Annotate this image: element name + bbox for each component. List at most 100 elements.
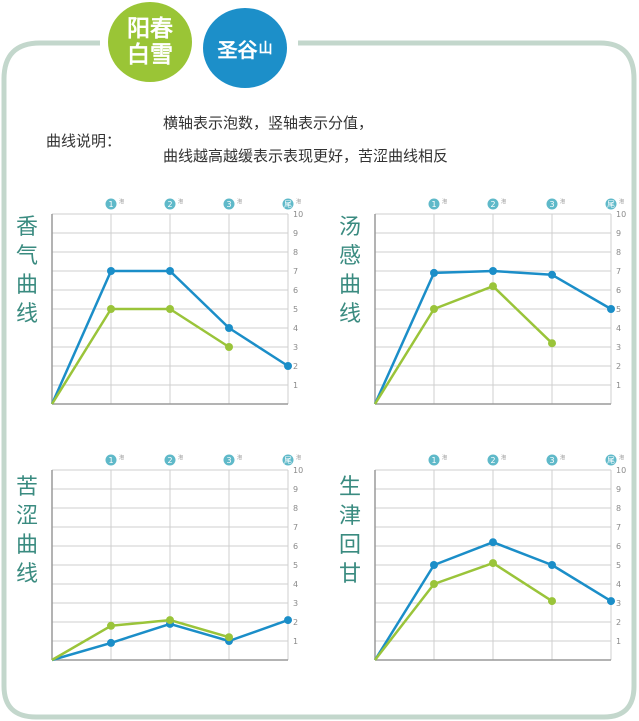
x-tick-label: 尾 bbox=[284, 200, 292, 209]
data-point-blue bbox=[166, 267, 174, 275]
y-tick-label: 8 bbox=[293, 248, 298, 257]
y-tick-label: 10 bbox=[293, 466, 303, 475]
y-tick-label: 4 bbox=[616, 580, 621, 589]
badge-left-line-1: 阳春 bbox=[127, 16, 173, 42]
data-point-green bbox=[430, 580, 438, 588]
x-tick-suffix: 泡 bbox=[442, 454, 447, 461]
x-tick-marker bbox=[487, 454, 499, 466]
chart-aroma: 123456789101 泡 2 泡 3 泡尾泡 bbox=[50, 198, 303, 405]
data-point-green bbox=[166, 305, 174, 313]
series-line-green bbox=[373, 284, 553, 405]
y-tick-label: 10 bbox=[616, 210, 626, 219]
brand-badge-yangchun-baixue: 阳春 白雪 bbox=[108, 2, 192, 82]
x-tick-suffix: 泡 bbox=[119, 454, 124, 461]
badge-right-small-text: 山 bbox=[258, 41, 273, 57]
x-tick-marker bbox=[605, 198, 617, 210]
x-tick-marker bbox=[428, 198, 440, 210]
x-tick-suffix: 泡 bbox=[501, 454, 506, 461]
chart-title-aroma: 香气曲线 bbox=[15, 215, 38, 327]
y-tick-label: 1 bbox=[616, 637, 621, 646]
data-point-green bbox=[489, 559, 497, 568]
x-tick-suffix: 泡 bbox=[296, 454, 301, 461]
data-point-green bbox=[166, 616, 174, 625]
chart-title-bitterness: 苦涩曲线 bbox=[15, 475, 38, 587]
y-tick-label: 7 bbox=[616, 267, 621, 276]
data-point-green bbox=[225, 633, 233, 642]
data-point-green bbox=[548, 597, 556, 606]
y-tick-label: 5 bbox=[293, 305, 298, 314]
y-tick-label: 4 bbox=[616, 324, 621, 333]
x-tick-label: 1 bbox=[431, 456, 436, 465]
x-tick-suffix: 泡 bbox=[178, 454, 183, 461]
x-tick-suffix: 泡 bbox=[501, 198, 506, 205]
data-point-blue bbox=[284, 362, 292, 370]
x-tick-label: 2 bbox=[490, 200, 495, 209]
y-tick-label: 5 bbox=[293, 561, 298, 570]
y-tick-label: 5 bbox=[616, 561, 621, 570]
y-tick-label: 4 bbox=[293, 580, 298, 589]
data-point-blue bbox=[225, 324, 233, 332]
x-tick-label: 1 bbox=[431, 200, 436, 209]
x-tick-marker bbox=[105, 454, 117, 466]
x-tick-suffix: 泡 bbox=[560, 198, 565, 205]
y-tick-label: 3 bbox=[293, 599, 298, 608]
x-tick-marker bbox=[428, 454, 440, 466]
y-tick-label: 6 bbox=[293, 286, 298, 295]
badge-right-text: 圣谷 bbox=[217, 37, 258, 62]
brand-badge-shenggushan: 圣谷山 bbox=[203, 8, 287, 88]
y-tick-label: 3 bbox=[293, 343, 298, 352]
x-tick-marker bbox=[546, 454, 558, 466]
y-tick-label: 2 bbox=[616, 618, 621, 627]
chart-title-aftertaste: 生津回甘 bbox=[338, 475, 361, 587]
data-point-green bbox=[107, 305, 115, 313]
x-tick-label: 尾 bbox=[607, 200, 615, 209]
y-tick-label: 5 bbox=[616, 305, 621, 314]
x-tick-suffix: 泡 bbox=[296, 198, 301, 205]
x-tick-suffix: 泡 bbox=[119, 198, 124, 205]
x-tick-suffix: 泡 bbox=[237, 454, 242, 461]
chart-mouthfeel: 123456789101 泡 2 泡 3 泡尾泡 bbox=[373, 198, 626, 405]
data-point-blue bbox=[607, 305, 615, 313]
y-tick-label: 9 bbox=[616, 485, 621, 494]
data-point-green bbox=[548, 339, 556, 348]
y-tick-label: 1 bbox=[616, 381, 621, 390]
badge-left-line-2: 白雪 bbox=[127, 42, 173, 68]
y-tick-label: 6 bbox=[293, 542, 298, 551]
x-tick-label: 2 bbox=[167, 456, 172, 465]
x-tick-label: 3 bbox=[226, 456, 231, 465]
chart-bitterness: 123456789101 泡 2 泡 3 泡尾泡 bbox=[51, 454, 303, 662]
data-point-blue bbox=[107, 638, 115, 647]
legend-label: 曲线说明： bbox=[46, 132, 122, 150]
series-line-green bbox=[51, 618, 230, 662]
y-tick-label: 8 bbox=[293, 504, 298, 513]
y-tick-label: 2 bbox=[293, 362, 298, 371]
series-line-green bbox=[50, 307, 230, 405]
x-tick-suffix: 泡 bbox=[619, 198, 624, 205]
x-tick-suffix: 泡 bbox=[619, 454, 624, 461]
x-tick-marker bbox=[105, 198, 117, 210]
x-tick-label: 尾 bbox=[284, 456, 292, 465]
data-point-green bbox=[430, 305, 438, 313]
y-tick-label: 3 bbox=[616, 599, 621, 608]
data-point-blue bbox=[489, 267, 497, 275]
y-tick-label: 3 bbox=[616, 343, 621, 352]
legend-line-meaning: 曲线越高越缓表示表现更好，苦涩曲线相反 bbox=[163, 147, 449, 165]
legend-line-axes: 横轴表示泡数，竖轴表示分值， bbox=[163, 114, 374, 132]
y-tick-label: 6 bbox=[616, 286, 621, 295]
x-tick-suffix: 泡 bbox=[237, 198, 242, 205]
x-tick-marker bbox=[546, 198, 558, 210]
x-tick-suffix: 泡 bbox=[178, 198, 183, 205]
y-tick-label: 1 bbox=[293, 637, 298, 646]
data-point-blue bbox=[548, 270, 556, 279]
data-point-blue bbox=[430, 561, 438, 569]
data-point-blue bbox=[607, 597, 615, 606]
x-tick-marker bbox=[164, 454, 176, 466]
data-point-blue bbox=[548, 561, 556, 569]
data-point-blue bbox=[107, 267, 115, 275]
y-tick-label: 9 bbox=[293, 485, 298, 494]
x-tick-marker bbox=[223, 454, 235, 466]
x-tick-marker bbox=[282, 454, 294, 466]
y-tick-label: 9 bbox=[616, 229, 621, 238]
x-tick-label: 尾 bbox=[607, 456, 615, 465]
